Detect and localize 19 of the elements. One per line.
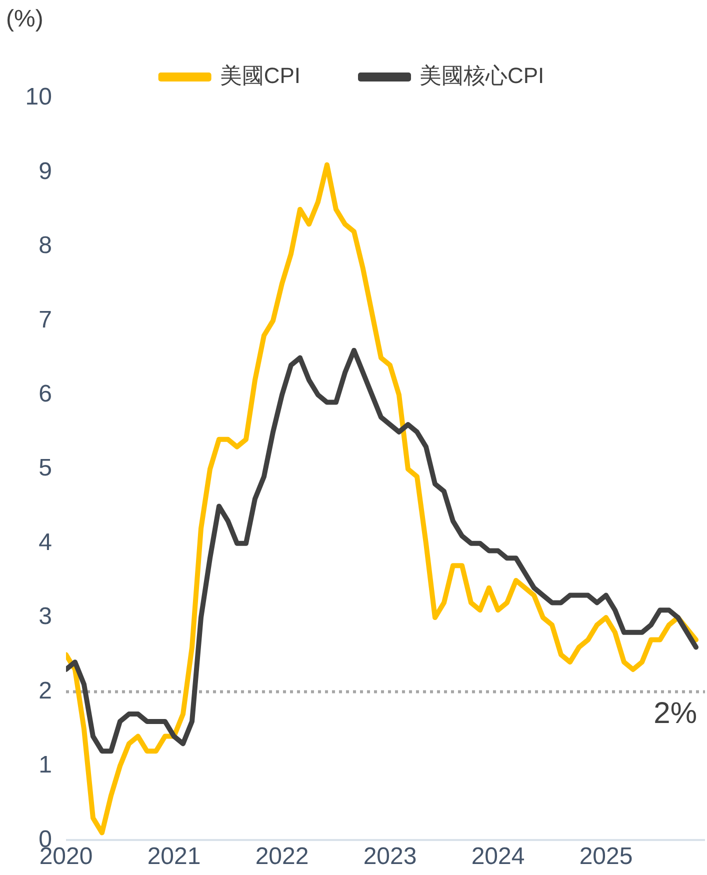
y-tick-label: 6 (38, 380, 52, 408)
y-tick-label: 9 (38, 158, 52, 185)
x-tick-label: 2024 (471, 843, 525, 870)
y-tick-label: 8 (38, 232, 52, 260)
x-tick-label: 2021 (147, 843, 201, 870)
x-tick-label: 2023 (363, 843, 417, 870)
y-tick-label: 5 (38, 454, 52, 482)
legend-label: 美國CPI (220, 63, 301, 88)
x-tick-label: 2025 (579, 843, 633, 870)
legend-label: 美國核心CPI (420, 63, 544, 88)
y-tick-label: 1 (38, 752, 52, 779)
y-tick-label: 10 (25, 84, 52, 111)
ref-line-label: 2% (654, 697, 697, 730)
y-tick-label: 4 (38, 528, 52, 556)
y-tick-label: 7 (38, 306, 52, 334)
y-axis-title: (%) (6, 6, 44, 33)
y-tick-label: 2 (38, 677, 52, 704)
y-tick-label: 3 (38, 603, 52, 630)
x-tick-label: 2022 (255, 843, 309, 870)
